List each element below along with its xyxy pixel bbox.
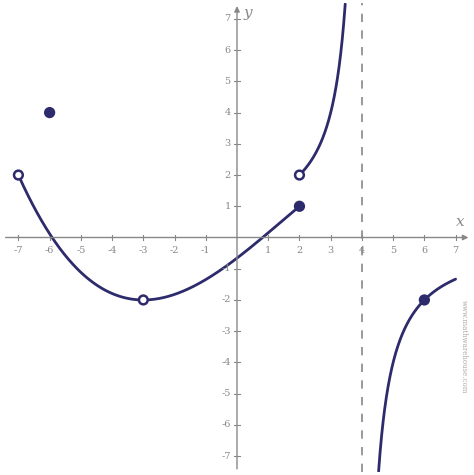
Text: -2: -2 [221,295,231,304]
Text: 7: 7 [453,246,459,255]
Text: -7: -7 [14,246,23,255]
Text: -6: -6 [45,246,55,255]
Circle shape [45,108,54,117]
Text: 5: 5 [390,246,396,255]
Circle shape [295,202,304,210]
Text: 3: 3 [225,139,231,148]
Text: 4: 4 [225,108,231,117]
Text: 6: 6 [421,246,428,255]
Text: 7: 7 [225,14,231,23]
Circle shape [420,295,429,304]
Text: -5: -5 [221,389,231,398]
Text: -3: -3 [138,246,148,255]
Text: 6: 6 [225,46,231,55]
Circle shape [139,295,148,304]
Text: 1: 1 [225,202,231,211]
Circle shape [295,171,304,180]
Text: -3: -3 [221,327,231,336]
Text: 1: 1 [265,246,271,255]
Text: -4: -4 [107,246,117,255]
Text: 2: 2 [225,171,231,180]
Text: 3: 3 [328,246,334,255]
Text: 2: 2 [296,246,302,255]
Text: y: y [244,6,253,20]
Text: www.mathwarehouse.com: www.mathwarehouse.com [459,300,467,394]
Text: 5: 5 [225,77,231,86]
Text: 4: 4 [359,246,365,255]
Text: -4: -4 [221,358,231,367]
Text: -2: -2 [170,246,179,255]
Text: x: x [456,215,465,229]
Circle shape [14,171,23,180]
Text: -7: -7 [221,452,231,461]
Text: -1: -1 [221,264,231,273]
Text: -5: -5 [76,246,85,255]
Text: -6: -6 [221,420,231,429]
Text: -1: -1 [201,246,210,255]
